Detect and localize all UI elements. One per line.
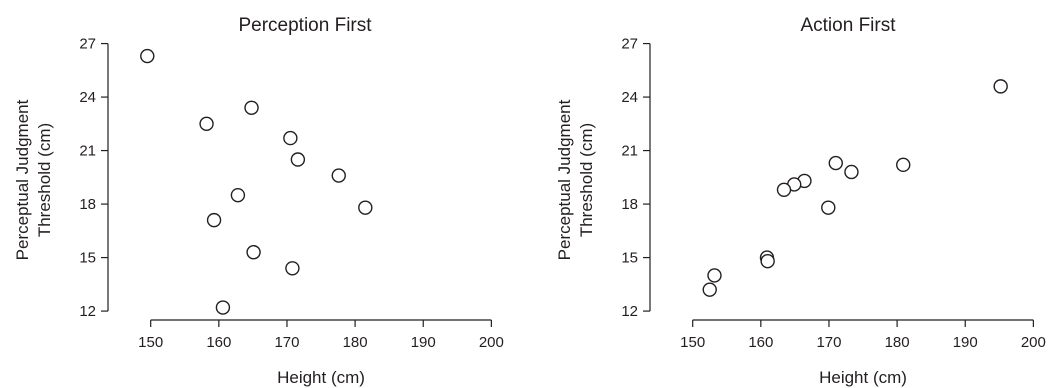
chart-title: Perception First (238, 15, 372, 36)
data-point (290, 152, 306, 167)
y-tick-label: 21 (79, 143, 96, 160)
data-point (776, 182, 792, 198)
data-point (760, 253, 775, 269)
x-tick-label: 160 (748, 334, 773, 351)
x-tick-label: 200 (479, 334, 504, 351)
data-point (821, 200, 836, 215)
x-axis-label: Height (cm) (819, 368, 907, 387)
data-point (358, 200, 373, 215)
x-tick-label: 150 (680, 334, 705, 351)
y-tick-label: 15 (79, 250, 96, 267)
y-tick-label: 15 (621, 250, 638, 267)
data-point (215, 300, 231, 315)
data-point (896, 157, 911, 173)
y-tick-label: 27 (621, 36, 638, 53)
x-tick-label: 170 (816, 334, 841, 351)
x-tick-label: 190 (953, 334, 978, 351)
x-tick-label: 170 (274, 334, 299, 351)
y-tick-label: 18 (621, 196, 638, 213)
data-point (246, 245, 261, 260)
y-axis-label: Threshold (cm) (35, 123, 54, 237)
y-tick-label: 24 (621, 89, 638, 106)
data-point (285, 261, 300, 276)
chart-title: Action First (800, 15, 896, 36)
x-axis-label: Height (cm) (277, 368, 365, 387)
y-tick-label: 12 (621, 303, 638, 320)
data-point (244, 100, 259, 115)
x-tick-label: 180 (343, 334, 368, 351)
y-tick-label: 21 (621, 143, 638, 160)
chart-perception-first: Perception First 12 15 18 21 24 27 150 160 170 180… (13, 15, 504, 387)
x-tick-label: 190 (411, 334, 436, 351)
y-axis-label: Threshold (cm) (577, 123, 596, 237)
data-point (993, 79, 1008, 94)
x-tick-label: 200 (1021, 334, 1046, 351)
chart-action-first: Action First 12 15 18 21 24 27 150 160 170 180 190 2… (555, 15, 1046, 387)
data-point (707, 268, 722, 283)
data-point (140, 48, 155, 64)
data-point (331, 168, 346, 183)
x-tick-label: 150 (138, 334, 163, 351)
y-tick-label: 24 (79, 89, 96, 106)
y-axis-label: Perceptual Judgment (13, 99, 32, 260)
y-axis-label: Perceptual Judgment (555, 99, 574, 260)
x-tick-label: 180 (885, 334, 910, 351)
y-tick-label: 27 (79, 36, 96, 53)
data-point (230, 187, 246, 203)
data-point (828, 155, 843, 171)
x-tick-label: 160 (206, 334, 231, 351)
data-point (702, 282, 717, 297)
data-point (206, 212, 222, 228)
data-point (199, 116, 214, 132)
data-point (283, 130, 298, 146)
y-tick-label: 12 (79, 303, 96, 320)
data-point (844, 164, 859, 180)
y-tick-label: 18 (79, 196, 96, 213)
